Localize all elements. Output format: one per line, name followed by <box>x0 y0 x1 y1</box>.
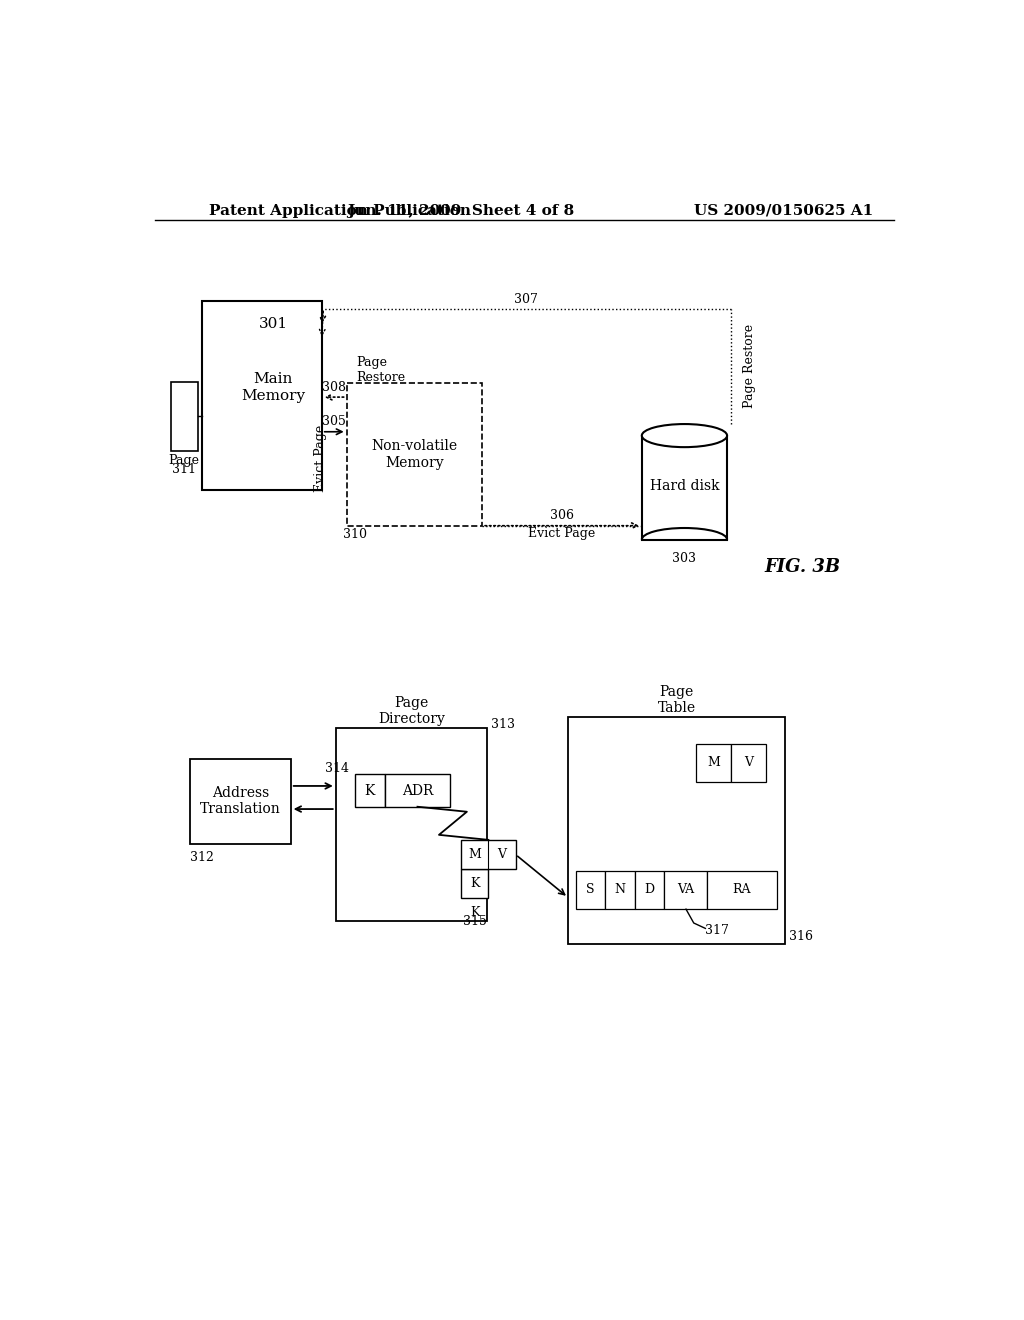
Bar <box>336 729 486 921</box>
Text: M: M <box>468 847 481 861</box>
Text: 305: 305 <box>323 416 346 428</box>
Text: FIG. 3B: FIG. 3B <box>764 557 841 576</box>
Text: 314: 314 <box>325 762 349 775</box>
Bar <box>461 840 515 869</box>
Text: Evict Page: Evict Page <box>528 527 596 540</box>
Ellipse shape <box>642 424 727 447</box>
Bar <box>190 759 291 843</box>
Text: Page: Page <box>169 454 200 467</box>
Text: K: K <box>470 878 479 890</box>
Bar <box>171 381 198 451</box>
Bar <box>568 717 785 944</box>
Text: D: D <box>644 883 654 896</box>
Text: 301: 301 <box>259 317 288 331</box>
Text: Main
Memory: Main Memory <box>242 372 305 403</box>
Text: N: N <box>614 883 626 896</box>
Text: Page
Table: Page Table <box>657 685 695 715</box>
Text: 313: 313 <box>490 718 515 731</box>
Bar <box>575 871 605 909</box>
Bar <box>696 743 731 781</box>
Bar <box>635 871 665 909</box>
Text: VA: VA <box>677 883 694 896</box>
Bar <box>707 871 776 909</box>
Bar <box>642 436 727 540</box>
Text: V: V <box>498 847 507 861</box>
Text: Jun. 11, 2009  Sheet 4 of 8: Jun. 11, 2009 Sheet 4 of 8 <box>347 203 574 218</box>
Text: US 2009/0150625 A1: US 2009/0150625 A1 <box>693 203 873 218</box>
Bar <box>605 871 635 909</box>
Text: 316: 316 <box>790 929 813 942</box>
Text: 303: 303 <box>673 552 696 565</box>
Text: 307: 307 <box>514 293 539 306</box>
Text: Page
Restore: Page Restore <box>356 356 404 384</box>
Text: 306: 306 <box>550 510 574 523</box>
Bar <box>355 775 385 807</box>
Text: 312: 312 <box>190 851 214 865</box>
Text: K: K <box>470 906 479 919</box>
Text: Page
Directory: Page Directory <box>378 696 444 726</box>
Text: M: M <box>708 756 720 770</box>
Text: S: S <box>587 883 595 896</box>
Text: Page Restore: Page Restore <box>742 325 756 408</box>
Text: 315: 315 <box>463 915 486 928</box>
Bar <box>202 301 322 490</box>
Bar <box>665 871 707 909</box>
Text: RA: RA <box>732 883 751 896</box>
Bar <box>346 383 482 525</box>
Bar <box>461 869 488 899</box>
Text: Hard disk: Hard disk <box>649 479 719 492</box>
Text: 310: 310 <box>343 528 367 541</box>
Bar <box>731 743 766 781</box>
Text: Patent Application Publication: Patent Application Publication <box>209 203 471 218</box>
Text: ADR: ADR <box>401 784 433 797</box>
Bar <box>385 775 451 807</box>
Text: 308: 308 <box>323 380 346 393</box>
Text: V: V <box>743 756 753 770</box>
Text: 317: 317 <box>706 924 729 937</box>
Text: Address
Translation: Address Translation <box>200 787 281 817</box>
Text: Evict Page: Evict Page <box>313 425 327 492</box>
Text: 311: 311 <box>172 463 197 477</box>
Text: Non-volatile
Memory: Non-volatile Memory <box>372 440 458 470</box>
Text: K: K <box>365 784 375 797</box>
